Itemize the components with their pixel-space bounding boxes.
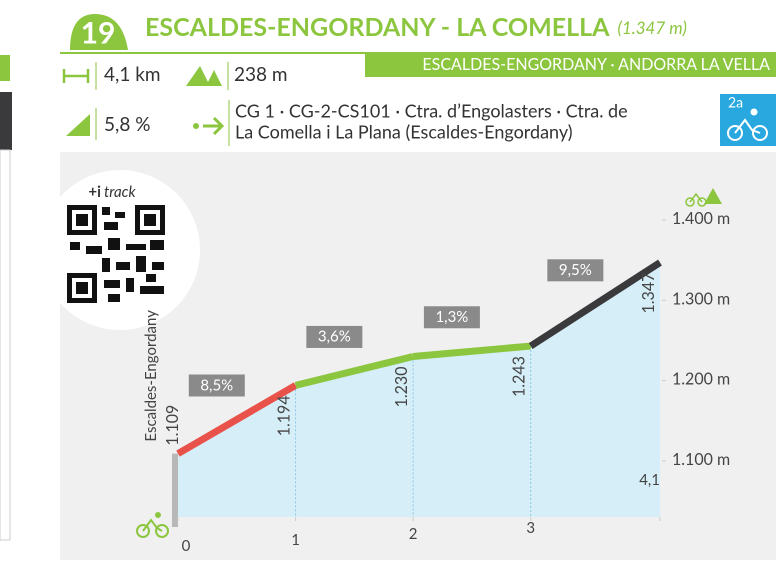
region: ESCALDES-ENGORDANY · ANDORRA LA VELLA: [422, 55, 770, 74]
gradient-segment: [528, 259, 662, 349]
title-text: ESCALDES-ENGORDANY - LA COMELLA: [145, 12, 610, 42]
altitude-label: 1.243: [510, 356, 529, 397]
gradient-label: 9,5%: [559, 261, 592, 279]
side-tab: [0, 55, 10, 81]
distance-icon: [62, 69, 90, 83]
elevation-icon: [186, 66, 222, 86]
average-gradient: 5,8 %: [104, 113, 150, 136]
gradient-label-box: [188, 374, 245, 397]
route-line: CG 1 · CG-2-CS101 · Ctra. d’Engolasters …: [235, 100, 628, 122]
category: 2a: [728, 94, 743, 111]
summit-altitude: (1.347 m): [617, 17, 686, 38]
number-badge: [70, 14, 128, 50]
gradient-segment: [294, 353, 414, 389]
route-line: La Comella i La Plana (Escaldes-Engordan…: [235, 121, 573, 143]
gradient-segment: [176, 382, 298, 457]
gradient-label: 1,3%: [435, 308, 468, 326]
climb-title: ESCALDES-ENGORDANY - LA COMELLA (1.347 m): [145, 12, 687, 42]
gradient-label-box: [306, 325, 363, 348]
x-tick-label: 4,1: [639, 471, 660, 489]
altitude-label: 1.109: [163, 405, 182, 446]
start-name: Escaldes-Engordany: [142, 310, 160, 442]
side-tab: [0, 92, 12, 150]
side-panel: [0, 149, 11, 541]
start-post: [172, 453, 178, 527]
region-bar: [365, 53, 776, 77]
altitude-label: 1.194: [275, 395, 294, 436]
qr-prefix: +i: [88, 183, 101, 201]
x-tick-label: 2: [409, 525, 418, 543]
gradient-label: 3,6%: [318, 328, 351, 346]
qr-caption: +i track: [88, 183, 136, 201]
summit-icon: [685, 188, 722, 207]
altitude-label: 1.230: [392, 366, 411, 407]
x-tick-label: 1: [291, 531, 300, 549]
y-tick-label: 1.100 m: [672, 450, 730, 469]
qr-code: [67, 205, 165, 303]
qr-label: track: [104, 183, 137, 201]
route-icon: [193, 116, 225, 136]
distance: 4,1 km: [104, 63, 161, 86]
gradient-icon: [66, 114, 90, 136]
x-tick-label: 0: [182, 537, 191, 555]
gradient-label-box: [547, 259, 604, 282]
elevation-gain: 238 m: [234, 63, 288, 86]
climb-number: 19: [81, 15, 116, 51]
altitude-label: 1.347: [639, 273, 658, 314]
bike-icon: [727, 108, 768, 141]
x-tick-label: 3: [526, 519, 535, 537]
gradient-segment: [412, 342, 531, 360]
y-tick-label: 1.400 m: [672, 209, 730, 228]
start-bike-icon: [136, 512, 169, 538]
gradient-label-box: [423, 306, 480, 329]
profile-area: [178, 262, 660, 517]
y-tick-label: 1.200 m: [672, 370, 730, 389]
gradient-label: 8,5%: [200, 376, 233, 394]
y-tick-label: 1.300 m: [672, 289, 730, 308]
